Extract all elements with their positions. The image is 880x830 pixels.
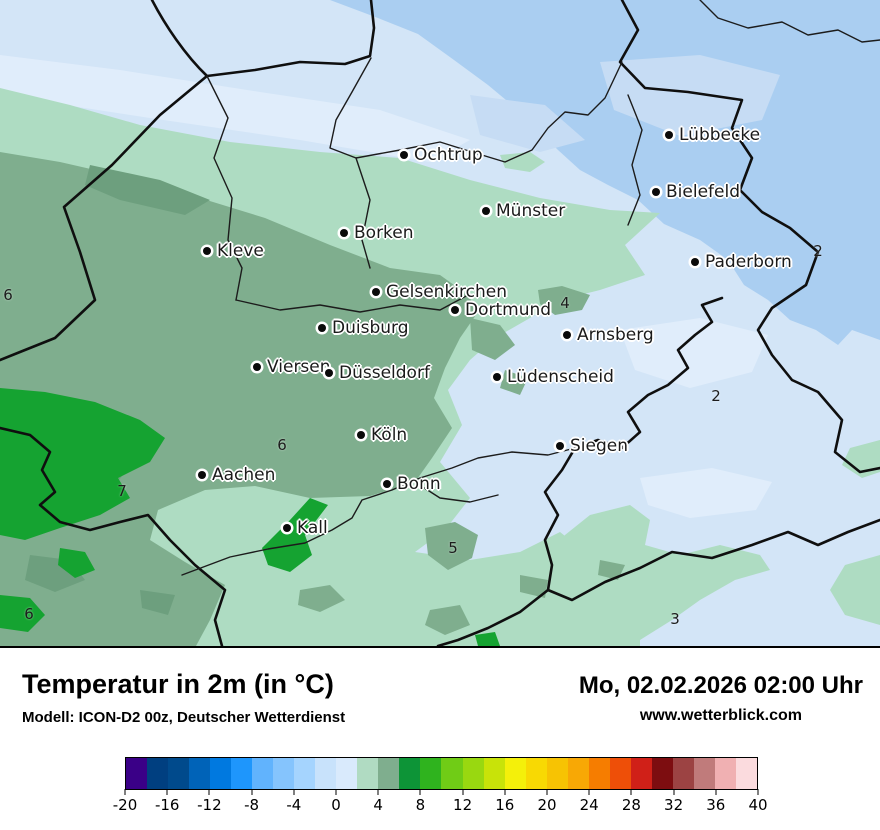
tick-label: 20 [537,796,557,814]
valid-datetime: Mo, 02.02.2026 02:00 Uhr [578,672,863,699]
tick-label: 8 [415,796,426,814]
colorbar-segment [546,758,568,789]
colorbar-segment [609,758,631,789]
colorbar-segment [210,758,232,789]
colorbar-segment [693,758,715,789]
colorbar-segment [630,758,652,789]
tick-mark [630,789,632,795]
temp-zone-brightgreen-main [0,388,165,540]
temp-zone-green-blob-right2 [842,440,880,478]
colorbar-segment [231,758,253,789]
date-block: Mo, 02.02.2026 02:00 Uhr www.wetterblick… [579,672,863,725]
colorbar-segment [336,758,358,789]
tick-label: 40 [748,796,768,814]
temp-zone-green-blob-3 [545,505,770,646]
colorbar-segment [147,758,169,789]
temp-zone-graygreen-small2 [520,575,548,598]
colorbar-segment [588,758,610,789]
tick-label: -16 [154,796,180,814]
tick-mark [588,789,590,795]
state-borders [0,0,880,646]
temp-zone-graygreen-small1 [500,370,528,395]
colorbar-segment [273,758,295,789]
tick-mark [208,789,210,795]
tick-mark [377,789,379,795]
colorbar-segment [189,758,211,789]
tick-label: 0 [331,796,341,814]
tick-label: 4 [373,796,383,814]
colorbar-segment [294,758,316,789]
page-title: Temperatur in 2m (in °C) [22,669,334,699]
tick-mark [335,789,337,795]
map-canvas [0,0,880,646]
title-block: Temperatur in 2m (in °C) Modell: ICON-D2… [22,669,346,726]
colorbar-ticks: -20 -16 -12 -8 -4 0 4 8 12 16 20 24 28 32 36 40 [113,789,768,819]
tick-label: -20 [112,796,138,814]
temp-zone-green-blob-right1 [830,555,880,625]
colorbar-segment [735,758,757,789]
colorbar-segment [399,758,421,789]
colorbar-segment [462,758,484,789]
tick-mark [546,789,548,795]
tick-mark [715,789,717,795]
colorbar-segment [126,758,148,789]
temperature-colorbar [125,757,758,790]
tick-label: -4 [286,796,302,814]
tick-mark [419,789,421,795]
tick-label: 28 [621,796,641,814]
tick-label: 16 [495,796,515,814]
colorbar-segment [252,758,274,789]
tick-label: -12 [197,796,222,814]
colorbar-segment [714,758,736,789]
colorbar-segment [378,758,400,789]
temp-zone-darkgreen-patch3 [140,590,175,615]
temp-zone-brightgreen-streak [262,498,328,572]
tick-label: 32 [664,796,684,814]
colorbar-segment [168,758,190,789]
colorbar-segment [483,758,505,789]
tick-mark [251,789,253,795]
tick-mark [124,789,126,795]
tick-label: 12 [453,796,473,814]
temp-zone-darkgreen-patch4 [85,165,210,215]
tick-label: 24 [579,796,599,814]
tick-mark [293,789,295,795]
colorbar-segment [567,758,589,789]
tick-label: 36 [706,796,726,814]
temp-zone-pale-patch-east2 [640,468,772,518]
colorbar-segment [420,758,442,789]
tick-mark [462,789,464,795]
temp-zone-brightgreen-small1 [58,548,95,578]
temp-zone-pale-patch-east1 [620,318,768,388]
tick-mark [166,789,168,795]
temp-zone-graygreen-small3 [598,560,625,580]
temp-zone-graygreen-dortmund-se [470,318,515,360]
temp-zone-brightgreen-small2 [475,632,500,646]
tick-label: -8 [244,796,260,814]
temp-zone-green-blob-north [500,152,545,172]
colorbar-segment [525,758,547,789]
temp-zone-graygreen-small4 [298,585,345,612]
temp-zone-graygreen-5 [425,522,478,570]
colorbar-segment [651,758,673,789]
colorbar-segment [315,758,337,789]
temp-zone-pale-band [0,55,470,162]
tick-mark [504,789,506,795]
colorbar-segment [441,758,463,789]
temp-zone-graygreen-small5 [425,605,470,635]
district-borders [181,0,880,576]
website-url: www.wetterblick.com [639,707,802,724]
temp-zone-light-patch-top [470,95,585,152]
tick-mark [673,789,675,795]
temperature-map: Ochtrup Lübbecke Bielefeld Münster Borken Kle… [0,0,880,648]
colorbar-segment [672,758,694,789]
temp-zone-graygreen-4 [538,286,590,315]
colorbar-segment [504,758,526,789]
model-info: Modell: ICON-D2 00z, Deutscher Wetterdie… [22,708,346,726]
colorbar-segment [357,758,379,789]
tick-mark [757,789,759,795]
temp-zone-brightgreen-corner [0,595,45,632]
